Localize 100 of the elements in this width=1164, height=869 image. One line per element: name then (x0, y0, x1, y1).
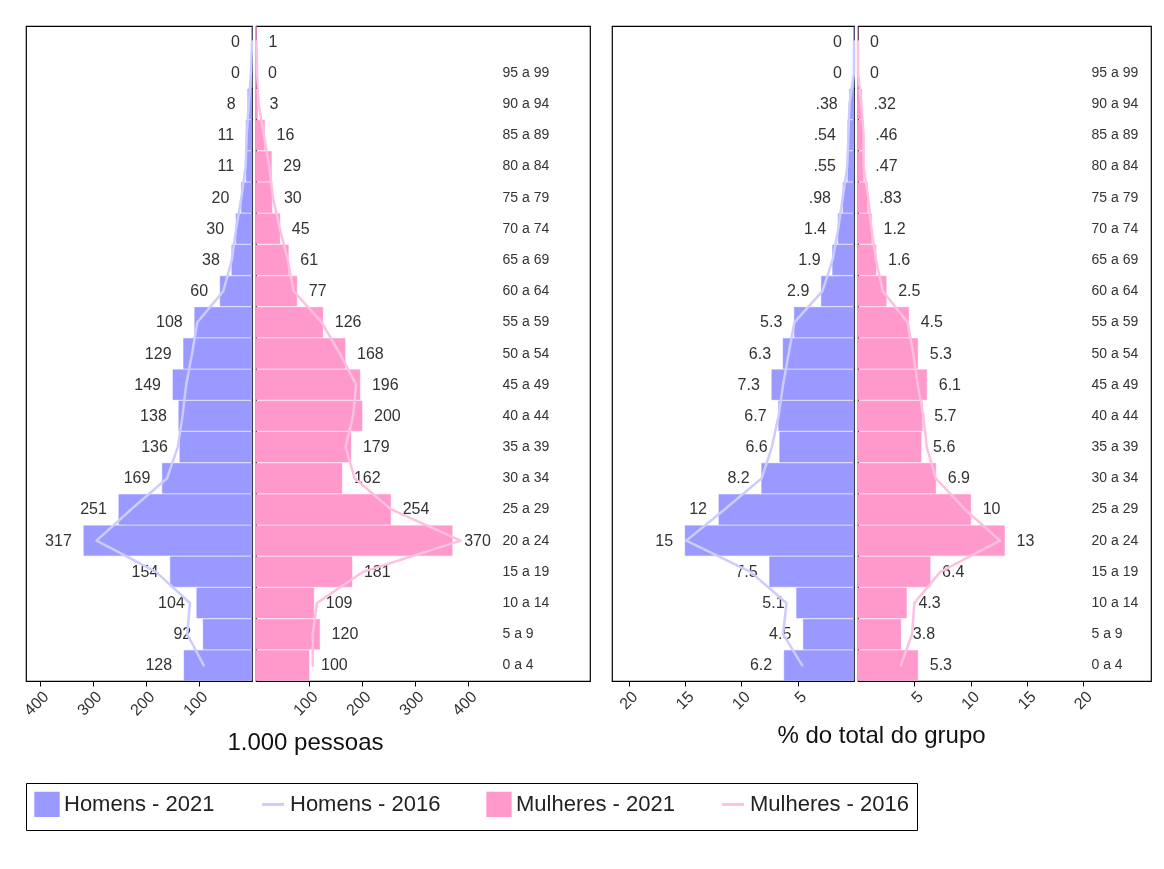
data-label: 317 (45, 531, 72, 549)
x-tick-label: 20 (1070, 687, 1096, 713)
y-tick-label: 30 a 34 (1091, 469, 1139, 486)
data-label: 0 (268, 63, 277, 81)
data-label: 128 (145, 656, 173, 674)
data-label: 136 (141, 438, 168, 456)
y-tick-label: 75 a 79 (502, 188, 550, 205)
x-axis-title: 1.000 pessoas (227, 727, 384, 755)
y-tick-label: 35 a 39 (1091, 438, 1139, 455)
y-tick-label: 55 a 59 (502, 313, 550, 330)
y-tick-label: 20 a 24 (1091, 531, 1139, 548)
y-tick-label: 55 a 59 (1091, 313, 1139, 330)
data-label: 108 (156, 313, 183, 331)
data-label: 29 (283, 157, 302, 175)
data-label: 8.2 (727, 469, 750, 487)
data-label: 60 (190, 282, 209, 300)
data-label: .47 (875, 157, 898, 175)
data-label: 168 (357, 344, 384, 362)
y-tick-label: 85 a 89 (1091, 126, 1139, 143)
data-label: 3.8 (912, 625, 936, 643)
data-label: 5.6 (933, 438, 956, 456)
data-label: .46 (875, 126, 898, 144)
data-label: 6.6 (745, 438, 768, 456)
data-label: 120 (331, 625, 359, 643)
y-tick-label: 35 a 39 (502, 438, 550, 455)
data-label: .38 (815, 94, 838, 112)
data-label: 5.7 (934, 406, 957, 424)
data-label: 2.5 (898, 282, 921, 300)
x-tick-label: 5 (791, 687, 810, 707)
x-tick-label: 15 (1014, 687, 1039, 713)
data-label: 4.5 (920, 313, 944, 331)
data-label: 8 (226, 94, 236, 112)
y-tick-label: 5 a 9 (1091, 625, 1123, 642)
data-label: 126 (334, 313, 362, 331)
x-tick-label: 5 (907, 687, 927, 707)
data-label: 1.6 (888, 250, 911, 268)
y-tick-label: 75 a 79 (1091, 188, 1139, 205)
data-label: 0 (833, 32, 843, 50)
data-label: 7.3 (737, 375, 760, 393)
y-tick-label: 95 a 99 (502, 63, 550, 80)
data-label: 1.9 (798, 250, 821, 268)
y-tick-label: 20 a 24 (502, 531, 550, 548)
data-label: .55 (813, 157, 836, 175)
y-tick-label: 25 a 29 (1091, 500, 1139, 517)
data-label: 104 (158, 594, 185, 612)
data-label: 6.1 (938, 375, 962, 393)
y-tick-label: 15 a 19 (502, 562, 550, 579)
x-tick-label: 400 (20, 687, 52, 719)
y-tick-label: 65 a 69 (502, 250, 550, 267)
legend-label: Homens - 2021 (64, 791, 215, 817)
data-label: 109 (325, 594, 353, 612)
data-label: 370 (464, 531, 491, 549)
data-label: 179 (362, 438, 390, 456)
data-label: 6.3 (748, 344, 772, 362)
y-tick-label: 10 a 14 (502, 594, 550, 611)
data-label: 196 (371, 375, 399, 393)
y-tick-label: 90 a 94 (502, 94, 550, 111)
data-label: 1.2 (883, 219, 906, 237)
y-tick-label: 70 a 74 (502, 219, 550, 236)
data-label: 3 (269, 94, 279, 112)
legend-label: Mulheres - 2016 (750, 791, 909, 817)
y-tick-label: 50 a 54 (1091, 344, 1139, 361)
data-label: 11 (217, 126, 235, 144)
x-tick-label: 300 (395, 687, 427, 719)
data-label: .83 (879, 188, 902, 206)
data-label: 1.4 (803, 219, 827, 237)
x-tick-label: 100 (289, 687, 321, 719)
y-tick-label: 65 a 69 (1091, 250, 1139, 267)
data-label: 45 (291, 219, 310, 237)
y-tick-label: 40 a 44 (1091, 406, 1139, 423)
y-tick-label: 0 a 4 (502, 656, 534, 673)
y-tick-label: 60 a 64 (1091, 282, 1139, 299)
y-tick-label: 45 a 49 (1091, 375, 1139, 392)
x-tick-label: 100 (179, 687, 211, 719)
x-axis-title: % do total do grupo (777, 721, 986, 749)
data-label: 100 (321, 656, 348, 674)
data-label: 129 (144, 344, 172, 362)
data-label: 6.2 (749, 656, 773, 674)
data-label: 16 (276, 126, 295, 144)
data-label: 5.3 (929, 656, 953, 674)
data-label: 254 (402, 500, 430, 518)
x-tick-label: 200 (126, 687, 158, 719)
data-label: .98 (808, 188, 832, 206)
data-label: 138 (140, 406, 167, 424)
data-label: 12 (689, 500, 708, 518)
y-tick-label: 0 a 4 (1091, 656, 1123, 673)
data-label: 169 (123, 469, 151, 487)
x-tick-label: 20 (616, 687, 641, 713)
legend-label: Mulheres - 2021 (516, 791, 675, 817)
x-tick-label: 200 (342, 687, 374, 719)
data-label: 20 (211, 188, 230, 206)
data-label: 0 (870, 32, 879, 50)
y-tick-label: 25 a 29 (502, 500, 550, 517)
y-tick-label: 40 a 44 (502, 406, 550, 423)
data-label: 200 (374, 406, 401, 424)
data-label: 77 (308, 282, 327, 300)
y-tick-label: 80 a 84 (1091, 157, 1139, 174)
y-tick-label: 85 a 89 (502, 126, 550, 143)
data-label: 0 (231, 32, 241, 50)
legend-label: Homens - 2016 (290, 791, 441, 817)
